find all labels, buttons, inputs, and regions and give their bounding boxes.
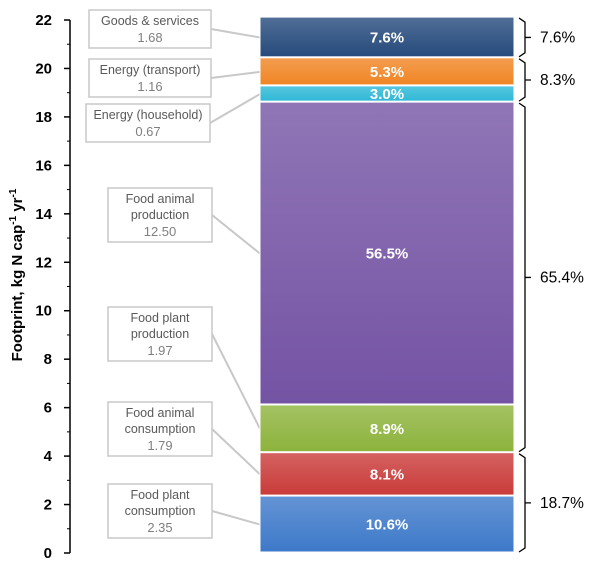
callout-category-label: Food plant — [130, 311, 190, 325]
segment-percent-label: 8.9% — [370, 421, 404, 438]
group-bracket — [518, 453, 531, 553]
callout-value-label: 1.68 — [137, 30, 162, 45]
segment-percent-label: 8.1% — [370, 466, 404, 483]
y-tick-label: 2 — [44, 497, 52, 514]
y-tick-label: 22 — [35, 12, 52, 29]
y-tick-label: 18 — [35, 109, 52, 126]
bar-segment — [259, 16, 515, 58]
y-axis-label: Footprint, kg N cap-1 yr-1 — [8, 188, 26, 361]
callout-value-label: 1.16 — [137, 79, 162, 94]
segment-percent-label: 3.0% — [370, 86, 404, 103]
y-tick-label: 16 — [35, 157, 52, 174]
callout-leader — [211, 428, 261, 476]
callout-leader — [209, 93, 261, 124]
callout-category-label: Food plant — [130, 488, 190, 502]
callout-category-label: Energy (household) — [93, 108, 202, 122]
bar-segment — [259, 85, 515, 102]
group-bracket — [518, 58, 531, 102]
callout-box — [85, 103, 211, 143]
callout-category-label: production — [131, 208, 189, 222]
group-bracket — [518, 17, 531, 58]
callout-category-label: consumption — [125, 504, 196, 518]
callouts: Food plant consumption 2.35 Food animal cons… — [85, 9, 261, 539]
callout-box — [107, 187, 213, 243]
callout-category-label: Food animal — [126, 192, 195, 206]
y-tick-label: 6 — [44, 400, 52, 417]
bar-segment — [259, 404, 515, 453]
bar-segment — [259, 495, 515, 553]
stacked-bar: 10.6% 8.1% 8.9% 56.5% 3.0% 5.3% 7.6% — [259, 16, 515, 553]
callout-value-label: 1.97 — [147, 343, 172, 358]
group-bracket — [518, 102, 531, 453]
callout-leader — [210, 70, 261, 79]
callout-category-label: production — [131, 327, 189, 341]
callout-value-label: 2.35 — [147, 520, 172, 535]
y-axis: 0 2 4 6 8 10 12 14 16 18 20 22 — [35, 12, 71, 562]
callout-value-label: 1.79 — [147, 438, 172, 453]
group-percent-label: 8.3% — [540, 72, 576, 89]
y-tick-label: 0 — [44, 545, 52, 562]
group-brackets: 18.7% 65.4% 8.3% 7.6% — [518, 17, 584, 553]
group-percent-label: 65.4% — [540, 269, 584, 286]
y-tick-label: 20 — [35, 60, 52, 77]
callout-leader — [211, 333, 261, 430]
segment-percent-label: 5.3% — [370, 64, 404, 81]
callout-box — [107, 401, 213, 457]
segment-percent-label: 10.6% — [366, 517, 409, 534]
callout-box — [107, 306, 213, 362]
callout-category-label: Goods & services — [101, 14, 199, 28]
callout-category-label: Energy (transport) — [100, 63, 201, 77]
y-tick-label: 10 — [35, 303, 52, 320]
callout-leader — [210, 28, 261, 39]
y-tick-label: 14 — [35, 206, 52, 223]
callout-category-label: consumption — [125, 422, 196, 436]
segment-percent-label: 56.5% — [366, 246, 409, 263]
group-percent-label: 7.6% — [540, 29, 576, 46]
callout-box — [88, 9, 212, 49]
callout-value-label: 0.67 — [135, 124, 160, 139]
bar-segment — [259, 101, 515, 405]
callout-value-label: 12.50 — [144, 224, 177, 239]
callout-leader — [211, 510, 261, 526]
bar-segment — [259, 452, 515, 496]
y-tick-label: 12 — [35, 254, 52, 271]
callout-leader — [211, 214, 261, 255]
bar-segment — [259, 57, 515, 86]
callout-category-label: Food animal — [126, 406, 195, 420]
y-tick-label: 4 — [44, 448, 53, 465]
y-tick-label: 8 — [44, 351, 52, 368]
group-percent-label: 18.7% — [540, 495, 584, 512]
segment-percent-label: 7.6% — [370, 29, 404, 46]
callout-box — [88, 58, 212, 98]
callout-box — [107, 483, 213, 539]
